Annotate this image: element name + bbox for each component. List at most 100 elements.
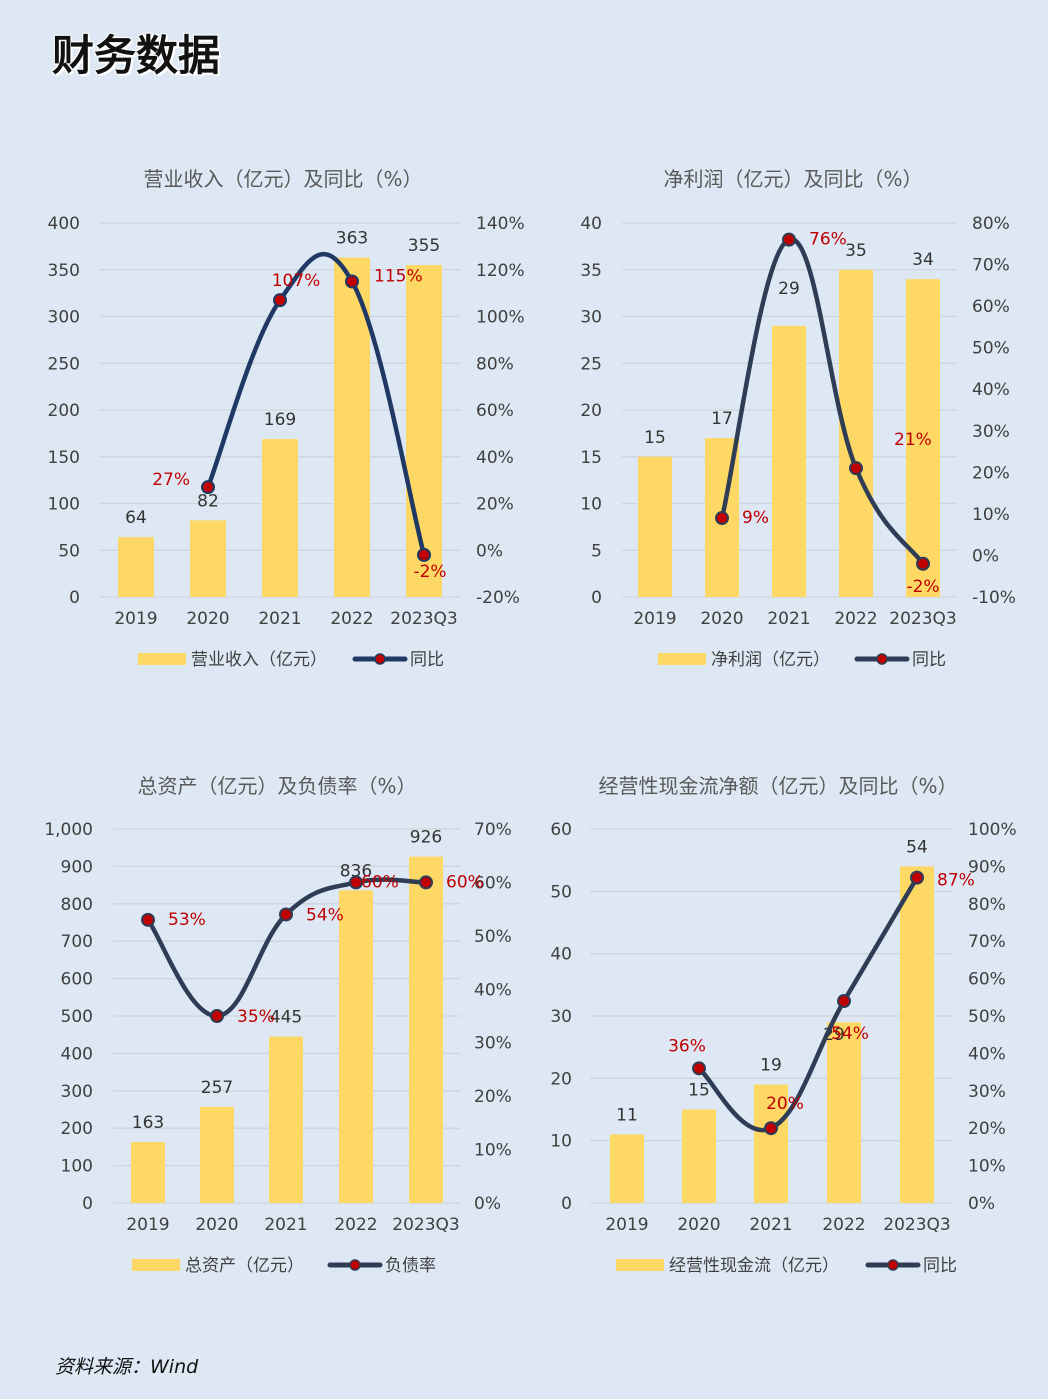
chart3-y-tick-label: 600 bbox=[61, 970, 93, 990]
chart1-y2-tick-label: -20% bbox=[476, 588, 520, 608]
chart3-bar bbox=[409, 856, 443, 1203]
chart3-y-tick-label: 200 bbox=[61, 1119, 93, 1139]
chart1-bar-label: 64 bbox=[125, 508, 147, 528]
chart1-y2-tick-label: 40% bbox=[476, 448, 514, 468]
chart3-y-tick-label: 400 bbox=[61, 1044, 93, 1064]
chart2-x-tick-label: 2019 bbox=[633, 609, 676, 629]
chart2-y2-tick-label: 80% bbox=[972, 214, 1010, 234]
chart2-y2-tick-label: 70% bbox=[972, 256, 1010, 276]
chart3-y-tick-label: 0 bbox=[82, 1194, 93, 1214]
chart4-line-point bbox=[837, 994, 851, 1009]
chart3-y-tick-label: 500 bbox=[61, 1007, 93, 1027]
chart2-line-point bbox=[849, 461, 863, 476]
chart4-y-tick-label: 40 bbox=[550, 945, 572, 965]
chart1-y-tick-label: 100 bbox=[48, 495, 80, 515]
chart1-line-label: 27% bbox=[152, 470, 190, 490]
chart2-legend-line-label: 同比 bbox=[912, 650, 946, 670]
chart3-line-point bbox=[141, 912, 155, 927]
chart1-legend-line-marker bbox=[374, 653, 386, 665]
chart3-y2-tick-label: 50% bbox=[474, 927, 512, 947]
chart4-x-tick-label: 2023Q3 bbox=[883, 1215, 950, 1235]
chart2-y2-tick-label: 60% bbox=[972, 297, 1010, 317]
chart3-y-tick-label: 800 bbox=[61, 895, 93, 915]
chart1-line-label: 107% bbox=[272, 271, 321, 291]
chart4-title: 经营性现金流净额（亿元）及同比（%） bbox=[598, 774, 957, 798]
chart1-legend-line-label: 同比 bbox=[410, 650, 444, 670]
chart1-bar bbox=[118, 537, 154, 597]
page-title: 财务数据 bbox=[52, 31, 221, 80]
chart2-line-point bbox=[916, 556, 930, 571]
chart3-y2-tick-label: 10% bbox=[474, 1141, 512, 1161]
chart3-y2-tick-label: 0% bbox=[474, 1194, 501, 1214]
chart4-y-tick-label: 20 bbox=[550, 1069, 572, 1089]
chart4-y2-tick-label: 60% bbox=[968, 970, 1006, 990]
chart2-bar-label: 35 bbox=[845, 241, 867, 261]
chart4-bar bbox=[900, 866, 934, 1203]
chart1-y-tick-label: 0 bbox=[69, 588, 80, 608]
chart1-x-tick-label: 2020 bbox=[186, 609, 229, 629]
chart2-y2-tick-label: 10% bbox=[972, 505, 1010, 525]
chart3-legend-bar-swatch bbox=[132, 1259, 180, 1271]
chart2-legend-bar-label: 净利润（亿元） bbox=[711, 650, 830, 670]
chart3-y2-tick-label: 60% bbox=[474, 873, 512, 893]
chart1-bar bbox=[190, 520, 226, 597]
chart2-y2-tick-label: 20% bbox=[972, 463, 1010, 483]
chart1-y-tick-label: 300 bbox=[48, 308, 80, 328]
chart1-bar bbox=[406, 265, 442, 597]
chart1-bar-label: 363 bbox=[336, 229, 368, 249]
chart1-line-point bbox=[273, 293, 287, 308]
chart4-bar bbox=[610, 1134, 644, 1203]
chart1-title: 营业收入（亿元）及同比（%） bbox=[143, 167, 422, 191]
chart2-y-tick-label: 20 bbox=[580, 401, 602, 421]
chart3-line-label: 35% bbox=[237, 1007, 275, 1027]
chart4-y-tick-label: 10 bbox=[550, 1132, 572, 1152]
chart4-bar-label: 54 bbox=[906, 837, 928, 857]
chart4-line-point bbox=[910, 870, 924, 885]
chart1-bar-label: 82 bbox=[197, 491, 219, 511]
chart4-y-tick-label: 50 bbox=[550, 882, 572, 902]
chart3-y-tick-label: 300 bbox=[61, 1082, 93, 1102]
chart1-y2-tick-label: 140% bbox=[476, 214, 525, 234]
chart2-line-label: 21% bbox=[894, 430, 932, 450]
chart3-bar bbox=[269, 1036, 303, 1203]
chart2-x-tick-label: 2020 bbox=[700, 609, 743, 629]
chart2-y-tick-label: 10 bbox=[580, 495, 602, 515]
chart2-y-tick-label: 15 bbox=[580, 448, 602, 468]
chart4-bar bbox=[682, 1109, 716, 1203]
chart2-x-tick-label: 2023Q3 bbox=[889, 609, 956, 629]
chart3-bar-label: 836 bbox=[340, 861, 372, 881]
chart4-y2-tick-label: 70% bbox=[968, 932, 1006, 952]
chart4-y2-tick-label: 90% bbox=[968, 857, 1006, 877]
chart2-line-series bbox=[719, 237, 926, 567]
chart2-y2-tick-label: -10% bbox=[972, 588, 1016, 608]
chart2-bar-label: 29 bbox=[778, 279, 800, 299]
chart3-y-tick-label: 1,000 bbox=[44, 820, 93, 840]
chart3-line-point bbox=[279, 907, 293, 922]
chart3-x-tick-label: 2020 bbox=[195, 1215, 238, 1235]
chart1-y2-tick-label: 60% bbox=[476, 401, 514, 421]
chart1-y-tick-label: 250 bbox=[48, 354, 80, 374]
chart2-line-label: 76% bbox=[809, 230, 847, 250]
chart2-y2-tick-label: 50% bbox=[972, 339, 1010, 359]
chart3-legend-line-label: 负债率 bbox=[385, 1256, 436, 1276]
chart4-y-tick-label: 60 bbox=[550, 820, 572, 840]
chart2-bar bbox=[772, 325, 806, 597]
chart3-line-point bbox=[419, 875, 433, 890]
chart4-bar-label: 15 bbox=[688, 1081, 710, 1101]
chart4-y2-tick-label: 50% bbox=[968, 1007, 1006, 1027]
chart3-bar bbox=[339, 890, 373, 1203]
chart4-y-tick-label: 30 bbox=[550, 1007, 572, 1027]
chart2-bar-label: 15 bbox=[644, 428, 666, 448]
chart1-y2-tick-label: 120% bbox=[476, 261, 525, 281]
chart4-line-label: 20% bbox=[766, 1094, 804, 1114]
chart4-x-tick-label: 2021 bbox=[749, 1215, 792, 1235]
chart3-x-tick-label: 2023Q3 bbox=[392, 1215, 459, 1235]
chart2-bar-label: 34 bbox=[912, 250, 934, 270]
chart2-x-tick-label: 2022 bbox=[834, 609, 877, 629]
chart1-y2-tick-label: 100% bbox=[476, 308, 525, 328]
chart4-line-label: 54% bbox=[831, 1024, 869, 1044]
chart3-y-tick-label: 700 bbox=[61, 932, 93, 952]
chart4-legend-bar-label: 经营性现金流（亿元） bbox=[669, 1256, 839, 1276]
chart1-line-series bbox=[205, 252, 427, 558]
